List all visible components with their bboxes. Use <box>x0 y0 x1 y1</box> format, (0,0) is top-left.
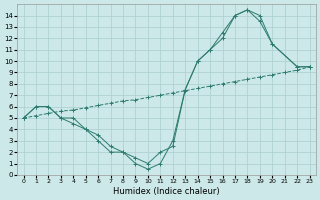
X-axis label: Humidex (Indice chaleur): Humidex (Indice chaleur) <box>113 187 220 196</box>
